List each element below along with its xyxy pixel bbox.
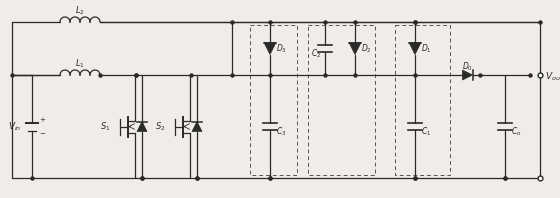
Text: $L_2$: $L_2$ <box>75 5 85 17</box>
Polygon shape <box>463 70 473 80</box>
Polygon shape <box>137 122 147 131</box>
Text: $C_o$: $C_o$ <box>511 125 521 138</box>
Text: $C_3$: $C_3$ <box>276 125 286 138</box>
Polygon shape <box>192 122 202 131</box>
Text: $D_1$: $D_1$ <box>421 42 432 55</box>
Polygon shape <box>264 43 276 54</box>
Polygon shape <box>409 43 421 54</box>
Text: +: + <box>39 117 45 124</box>
Text: $C_1$: $C_1$ <box>421 125 431 138</box>
Text: $C_2$: $C_2$ <box>311 47 321 60</box>
Text: $D_0$: $D_0$ <box>462 61 473 73</box>
Text: $D_3$: $D_3$ <box>276 42 287 55</box>
Text: $S_1$: $S_1$ <box>100 120 110 133</box>
Text: $D_2$: $D_2$ <box>361 42 372 55</box>
Text: $V_{out}$: $V_{out}$ <box>545 71 560 83</box>
Text: $V_{in}$: $V_{in}$ <box>8 120 22 133</box>
Polygon shape <box>349 43 361 54</box>
Text: −: − <box>39 130 45 136</box>
Text: $S_2$: $S_2$ <box>155 120 165 133</box>
Text: $L_1$: $L_1$ <box>75 58 85 70</box>
